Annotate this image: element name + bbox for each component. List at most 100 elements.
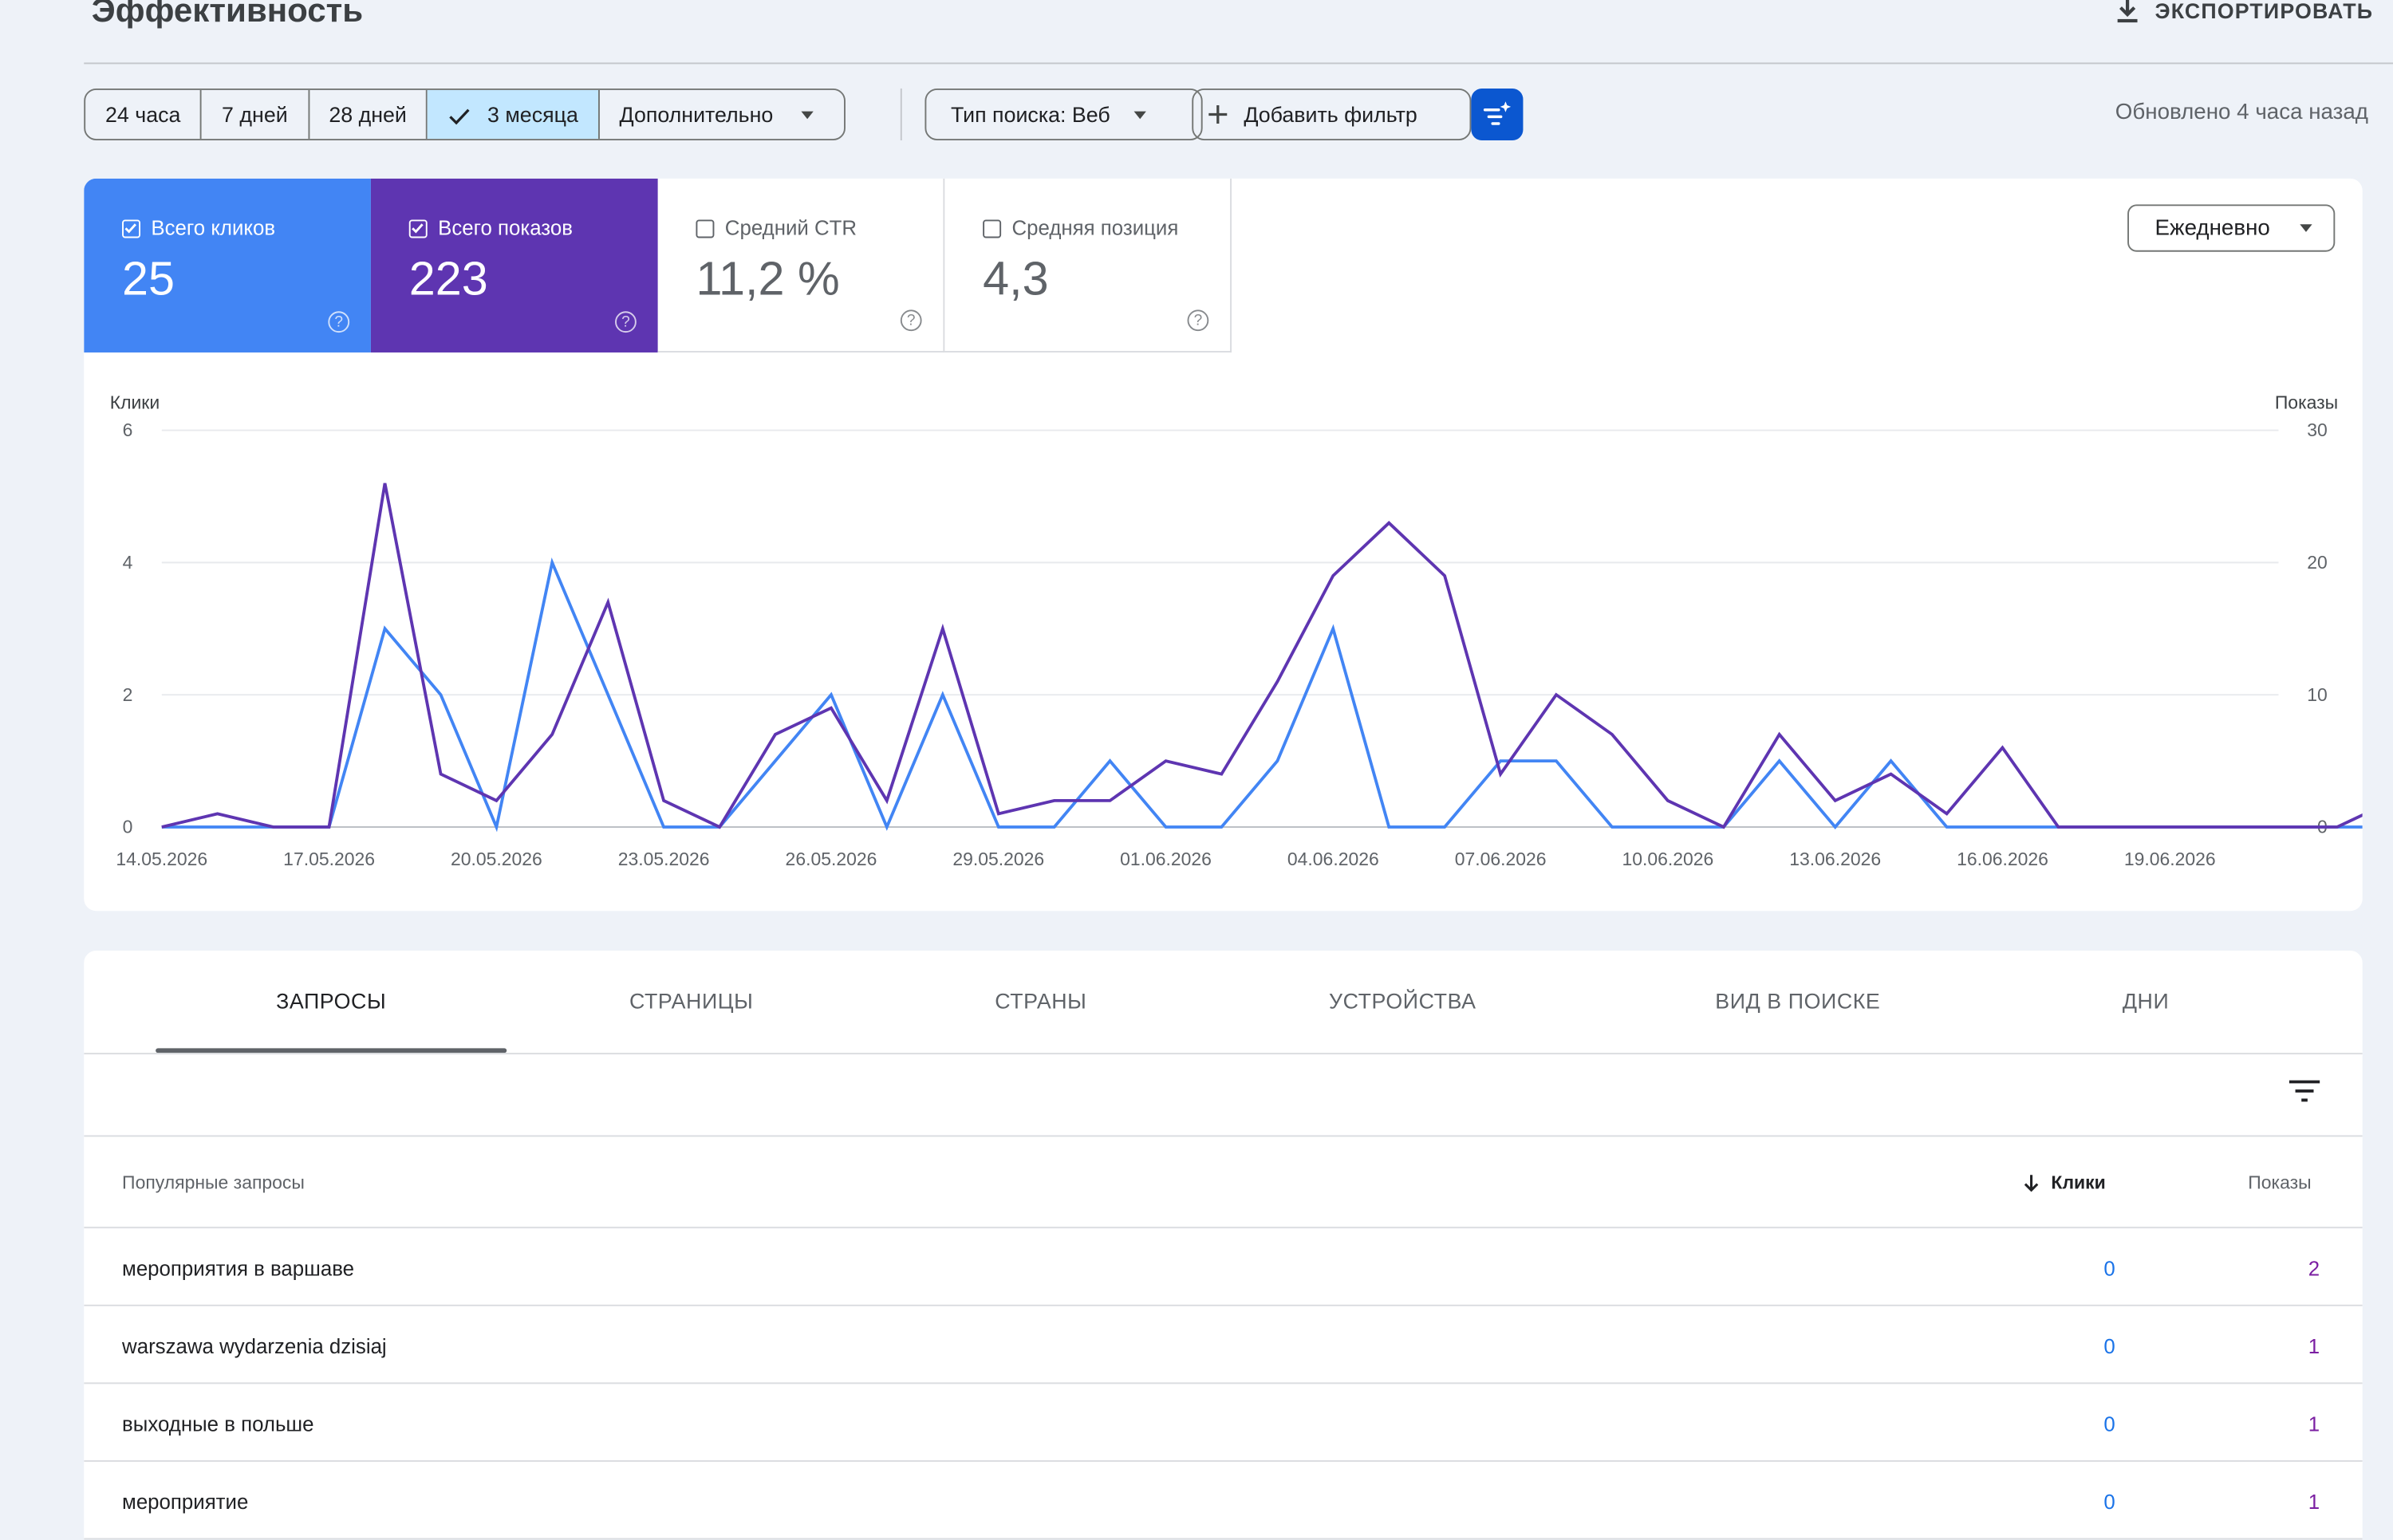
metric-label: Средняя позиция (1011, 216, 1179, 240)
export-label: ЭКСПОРТИРОВАТЬ (2154, 0, 2374, 23)
metric-total-clicks[interactable]: Всего кликов 25 ? (84, 178, 371, 353)
table-card: ЗАПРОСЫ СТРАНИЦЫ СТРАНЫ УСТРОЙСТВА ВИД В… (84, 950, 2363, 1540)
table-row[interactable]: мероприятие 0 1 (84, 1462, 2363, 1540)
tab-pages[interactable]: СТРАНИЦЫ (629, 988, 754, 1014)
left-axis-title: Клики (110, 392, 160, 413)
impressions-cell: 1 (2308, 1335, 2320, 1358)
query-cell: выходные в польше (122, 1412, 314, 1436)
x-tick-label: 01.06.2026 (1120, 849, 1212, 869)
metric-value: 25 (122, 251, 175, 305)
x-tick-label: 16.06.2026 (1957, 849, 2048, 869)
filter-list-icon[interactable] (2288, 1079, 2321, 1104)
plus-icon (1208, 105, 1228, 124)
range-3m-label: 3 месяца (487, 102, 578, 127)
header-divider (84, 1227, 2363, 1229)
tabs-divider (84, 1053, 2363, 1055)
page-title: Эффективность (91, 0, 364, 30)
x-tick-label: 10.06.2026 (1622, 849, 1714, 869)
y-tick-label-right: 30 (2307, 419, 2328, 440)
y-tick-label-right: 20 (2307, 552, 2328, 573)
search-type-label: Тип поиска: Веб (950, 102, 1110, 127)
metric-average-ctr[interactable]: Средний CTR 11,2 % ? (657, 178, 945, 353)
range-24h[interactable]: 24 часа (85, 89, 203, 140)
tab-search-appearance[interactable]: ВИД В ПОИСКЕ (1715, 988, 1881, 1014)
toolbar-divider (84, 1135, 2363, 1137)
x-tick-label: 19.06.2026 (2124, 849, 2216, 869)
clicks-cell: 0 (2103, 1491, 2115, 1514)
x-tick-label: 29.05.2026 (952, 849, 1044, 869)
table-row[interactable]: мероприятия в варшаве 0 2 (84, 1228, 2363, 1306)
x-tick-label: 20.05.2026 (451, 849, 542, 869)
range-28d[interactable]: 28 дней (309, 89, 428, 140)
metric-label: Всего кликов (151, 216, 276, 240)
range-7d[interactable]: 7 дней (202, 89, 309, 140)
date-range-group: 24 часа 7 дней 28 дней 3 месяца Дополнит… (84, 88, 846, 141)
column-header-clicks[interactable]: Клики (2022, 1172, 2106, 1193)
impressions-series-line (161, 482, 2363, 829)
x-tick-label: 17.05.2026 (283, 849, 375, 869)
clicks-cell: 0 (2103, 1257, 2115, 1281)
range-3m[interactable]: 3 месяца (428, 89, 600, 140)
performance-card: Всего кликов 25 ? Всего показов 223 ? Ср… (84, 178, 2363, 912)
help-icon[interactable]: ? (615, 311, 637, 333)
help-icon[interactable]: ? (900, 309, 922, 332)
filter-divider (900, 88, 902, 141)
metric-label: Всего показов (438, 216, 573, 240)
granularity-label: Ежедневно (2154, 215, 2270, 241)
help-icon[interactable]: ? (1187, 309, 1209, 332)
query-cell: мероприятия в варшаве (122, 1257, 355, 1281)
x-tick-label: 14.05.2026 (116, 849, 207, 869)
export-button[interactable]: ЭКСПОРТИРОВАТЬ (2115, 0, 2373, 25)
table-row[interactable]: выходные в польше 0 1 (84, 1384, 2363, 1462)
x-tick-label: 04.06.2026 (1287, 849, 1379, 869)
check-icon (450, 108, 471, 125)
help-icon[interactable]: ? (328, 311, 350, 333)
x-tick-label: 13.06.2026 (1789, 849, 1881, 869)
x-tick-label: 23.05.2026 (618, 849, 710, 869)
granularity-dropdown[interactable]: Ежедневно (2127, 204, 2336, 252)
active-tab-indicator (156, 1048, 507, 1054)
column-header-query: Популярные запросы (122, 1172, 305, 1194)
impressions-cell: 1 (2308, 1491, 2320, 1514)
impressions-cell: 1 (2308, 1412, 2320, 1436)
clicks-cell: 0 (2103, 1335, 2115, 1358)
tab-countries[interactable]: СТРАНЫ (995, 988, 1087, 1014)
metric-value: 223 (408, 251, 488, 305)
search-type-dropdown[interactable]: Тип поиска: Веб (924, 88, 1203, 141)
download-icon (2117, 0, 2138, 23)
tab-devices[interactable]: УСТРОЙСТВА (1328, 988, 1476, 1014)
tab-queries[interactable]: ЗАПРОСЫ (276, 988, 387, 1014)
checkbox-unchecked-icon (983, 219, 1002, 238)
header-divider (84, 62, 2393, 65)
tab-days[interactable]: ДНИ (2122, 988, 2170, 1014)
range-more-label: Дополнительно (619, 102, 774, 127)
metric-value: 4,3 (983, 251, 1049, 305)
chevron-down-icon (800, 111, 813, 120)
impressions-cell: 2 (2308, 1257, 2320, 1281)
ai-filter-button[interactable] (1471, 88, 1524, 141)
x-tick-label: 26.05.2026 (786, 849, 877, 869)
sparkle-filter-icon (1483, 101, 1512, 125)
y-tick-label-right: 10 (2307, 684, 2328, 705)
checkbox-checked-icon (408, 219, 428, 238)
metric-label: Средний CTR (724, 216, 857, 240)
y-tick-label-left: 4 (123, 552, 133, 573)
chevron-down-icon (1134, 110, 1147, 119)
column-header-impressions[interactable]: Показы (2248, 1172, 2312, 1194)
arrow-down-icon (2024, 1174, 2039, 1191)
query-cell: warszawa wydarzenia dzisiaj (122, 1335, 387, 1358)
clicks-series-line (161, 557, 2363, 833)
metric-value: 11,2 % (696, 251, 840, 305)
add-filter-label: Добавить фильтр (1244, 102, 1417, 127)
y-tick-label-left: 0 (123, 817, 133, 837)
y-tick-label-left: 2 (123, 684, 133, 705)
metric-total-impressions[interactable]: Всего показов 223 ? (370, 178, 658, 353)
chevron-down-icon (2300, 224, 2312, 232)
checkbox-checked-icon (122, 219, 141, 238)
add-filter-button[interactable]: Добавить фильтр (1192, 88, 1472, 141)
metric-average-position[interactable]: Средняя позиция 4,3 ? (944, 178, 1232, 353)
last-updated-text: Обновлено 4 часа назад (2115, 100, 2369, 125)
range-more[interactable]: Дополнительно (600, 90, 843, 139)
table-row[interactable]: warszawa wydarzenia dzisiaj 0 1 (84, 1306, 2363, 1384)
